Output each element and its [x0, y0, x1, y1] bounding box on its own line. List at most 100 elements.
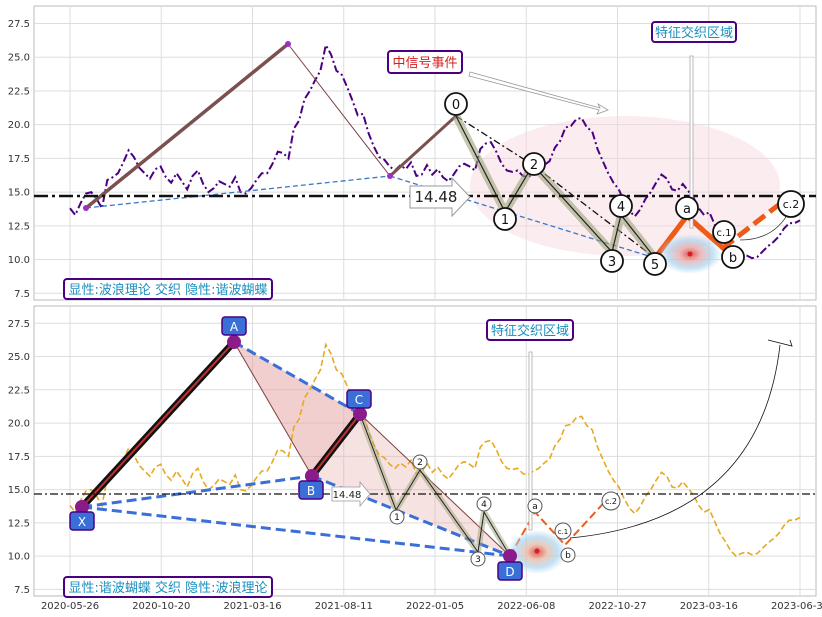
y-tick-label: 15.0 [8, 485, 30, 496]
pattern-xa-inner [81, 341, 235, 508]
svg-text:1: 1 [501, 213, 509, 228]
y-tick-label: 7.5 [14, 289, 30, 300]
y-tick-label: 27.5 [8, 19, 30, 30]
bottom-projection-curve [569, 344, 781, 539]
x-tick-label: 2022-06-08 [497, 601, 555, 612]
y-tick-label: 17.5 [8, 154, 30, 165]
pattern-xd [81, 505, 511, 558]
svg-text:X: X [78, 515, 86, 529]
pattern-dot-b [305, 469, 319, 483]
pivot-dot [83, 205, 89, 211]
y-tick-label: 12.5 [8, 221, 30, 232]
svg-text:2: 2 [530, 158, 538, 173]
wave-label-a: a [675, 196, 699, 220]
svg-text:5: 5 [651, 258, 659, 273]
svg-text:1: 1 [394, 513, 400, 523]
bottom-threshold-arrow: 14.48 [331, 480, 371, 508]
svg-text:c.2: c.2 [605, 497, 617, 506]
wave-label-4: 4 [609, 194, 633, 218]
svg-text:C: C [355, 393, 363, 407]
bottom-wave-label-3: 3 [470, 551, 486, 567]
bottom-zone-label: 特征交织区域 [486, 319, 574, 341]
top-signal-label: 中信号事件 [387, 50, 463, 74]
pattern-ab [233, 341, 313, 477]
x-tick-label: 2023-03-16 [680, 601, 738, 612]
y-tick-label: 17.5 [8, 452, 30, 463]
wave-label-c1: c.1 [712, 220, 736, 244]
wave-label-b: b [721, 245, 745, 269]
pattern-dot-a [227, 335, 241, 349]
top-trend-a-b [287, 43, 391, 177]
wave-label-1: 1 [493, 207, 517, 231]
bottom-wave-label-2: 2 [412, 454, 428, 470]
top-wave-dashdot-1 [455, 115, 534, 166]
y-tick-label: 22.5 [8, 86, 30, 97]
bottom-x-ticks: 2020-05-26 2020-10-20 2021-03-16 2021-08-11… [41, 601, 822, 612]
pattern-ac [233, 340, 361, 416]
pivot-dot [285, 41, 291, 47]
bottom-wave-label-4: 4 [476, 496, 492, 512]
pattern-dot-d [503, 549, 517, 563]
top-signal-ellipse [470, 116, 780, 256]
pattern-label-b: B [298, 480, 324, 500]
pattern-label-d: D [497, 561, 523, 581]
y-tick-label: 27.5 [8, 319, 30, 330]
top-y-ticks: 7.5 10.0 12.5 15.0 17.5 20.0 22.5 25.0 27.5 [8, 19, 30, 300]
bottom-pattern-points: X A B C D [69, 316, 523, 581]
bottom-wave-label-c1: c.1 [554, 522, 572, 540]
wave-label-0: 0 [444, 92, 468, 116]
pattern-cd [359, 413, 511, 557]
x-tick-label: 2021-08-11 [315, 601, 373, 612]
pattern-label-c: C [346, 389, 372, 409]
pattern-dot-c [353, 407, 367, 421]
y-tick-label: 25.0 [8, 352, 30, 363]
bottom-threshold-label: 14.48 [333, 490, 362, 501]
pattern-fill-abc [234, 342, 360, 476]
x-tick-label: 2022-01-05 [406, 601, 464, 612]
pattern-bc-inner [311, 413, 361, 477]
x-tick-label: 2020-05-26 [41, 601, 99, 612]
svg-text:2: 2 [417, 458, 423, 468]
bottom-wave-label-c2: c.2 [601, 491, 621, 511]
top-zone-label: 特征交织区域 [651, 21, 737, 43]
y-tick-label: 7.5 [14, 585, 30, 596]
y-tick-label: 25.0 [8, 53, 30, 64]
bottom-zone-pointer [528, 351, 533, 531]
svg-text:中信号事件: 中信号事件 [392, 56, 457, 71]
svg-text:B: B [307, 484, 315, 498]
y-tick-label: 10.0 [8, 552, 30, 563]
svg-text:D: D [505, 565, 514, 579]
top-threshold-label: 14.48 [415, 188, 458, 206]
y-tick-label: 20.0 [8, 120, 30, 131]
svg-text:特征交织区域: 特征交织区域 [655, 25, 733, 41]
svg-text:特征交织区域: 特征交织区域 [491, 323, 569, 339]
bottom-zone-center [534, 548, 540, 554]
svg-text:c.1: c.1 [558, 528, 569, 536]
bottom-wave-label-a: a [527, 498, 543, 514]
top-trend-b-c [388, 114, 458, 178]
y-tick-label: 10.0 [8, 255, 30, 266]
bottom-y-ticks: 7.5 10.0 12.5 15.0 17.5 20.0 22.5 25.0 27.5 [8, 319, 30, 596]
svg-text:b: b [729, 251, 737, 266]
wave-label-2: 2 [522, 152, 546, 176]
svg-text:a: a [683, 202, 691, 217]
top-zone-pointer [689, 55, 694, 229]
bottom-wave-labels: 1 2 3 4 a b c.1 c.2 [389, 454, 621, 567]
y-tick-label: 12.5 [8, 518, 30, 529]
y-tick-label: 15.0 [8, 188, 30, 199]
pattern-label-a: A [221, 316, 247, 336]
top-price-series [69, 42, 801, 261]
top-threshold-arrow: 14.48 [409, 176, 471, 218]
bottom-wave-label-1: 1 [389, 509, 405, 525]
wave-label-5: 5 [643, 252, 667, 276]
top-signal-arrow [468, 71, 609, 115]
svg-text:0: 0 [452, 98, 460, 113]
y-tick-label: 22.5 [8, 385, 30, 396]
pattern-dot-x [75, 500, 89, 514]
svg-text:c.2: c.2 [783, 198, 800, 211]
bottom-wave-label-b: b [560, 547, 576, 563]
svg-text:4: 4 [481, 500, 487, 510]
bottom-projection-end [767, 339, 793, 347]
